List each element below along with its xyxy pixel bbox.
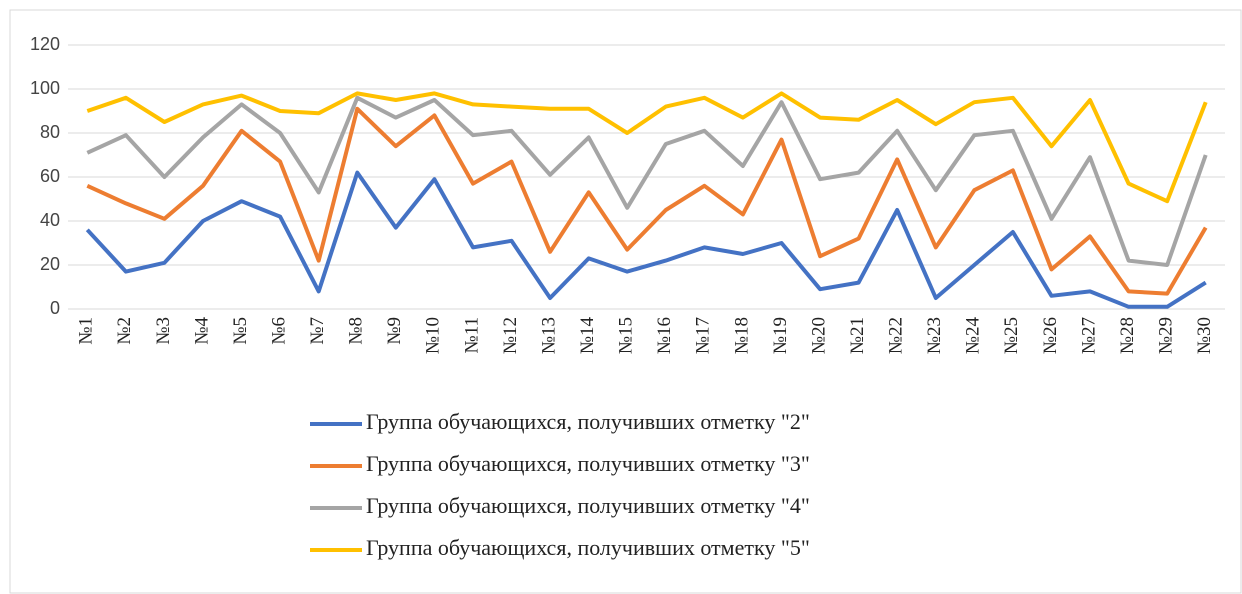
legend-label: Группа обучающихся, получивших отметку "…: [366, 409, 810, 434]
x-tick-label: №19: [770, 317, 791, 354]
x-tick-label: №17: [693, 317, 714, 354]
y-tick-label: 40: [40, 210, 60, 230]
y-tick-label: 100: [30, 78, 60, 98]
x-tick-label: №16: [654, 317, 675, 354]
x-tick-label: №29: [1156, 317, 1177, 354]
x-tick-label: №25: [1001, 317, 1022, 354]
x-tick-label: №26: [1040, 317, 1061, 354]
y-tick-label: 120: [30, 34, 60, 54]
x-tick-label: №12: [500, 317, 521, 354]
y-tick-label: 0: [50, 298, 60, 318]
x-tick-label: №24: [963, 317, 984, 355]
x-tick-label: №18: [731, 317, 752, 354]
x-tick-label: №10: [423, 317, 444, 354]
x-tick-label: №1: [76, 317, 97, 345]
x-tick-label: №21: [847, 317, 868, 354]
x-tick-label: №22: [886, 317, 907, 354]
x-tick-label: №5: [230, 317, 251, 345]
chart-frame: [9, 9, 1242, 594]
series-line: [86, 95, 1208, 267]
x-tick-label: №3: [153, 317, 174, 345]
legend-label: Группа обучающихся, получивших отметку "…: [366, 493, 810, 518]
x-tick-label: №6: [268, 317, 289, 345]
y-tick-label: 80: [40, 122, 60, 142]
legend-label: Группа обучающихся, получивших отметку "…: [366, 451, 810, 476]
x-tick-label: №15: [616, 317, 637, 354]
x-tick-label: №2: [114, 317, 135, 345]
x-tick-label: №30: [1194, 317, 1215, 354]
x-tick-label: №9: [384, 317, 405, 345]
x-tick-label: №13: [538, 317, 559, 354]
x-tick-label: №4: [191, 317, 212, 345]
y-tick-label: 60: [40, 166, 60, 186]
series-line: [85, 170, 1207, 309]
legend-label: Группа обучающихся, получивших отметку "…: [366, 535, 810, 560]
x-tick-label: №11: [461, 317, 482, 353]
x-tick-label: №23: [924, 317, 945, 354]
x-tick-label: №27: [1078, 317, 1099, 354]
series-line: [86, 91, 1208, 204]
x-tick-label: №14: [577, 317, 598, 355]
x-tick-label: №7: [307, 317, 328, 345]
x-tick-label: №20: [808, 317, 829, 354]
x-tick-label: №28: [1117, 317, 1138, 354]
y-tick-label: 20: [40, 254, 60, 274]
series-line: [86, 106, 1208, 296]
x-tick-label: №8: [346, 317, 367, 345]
